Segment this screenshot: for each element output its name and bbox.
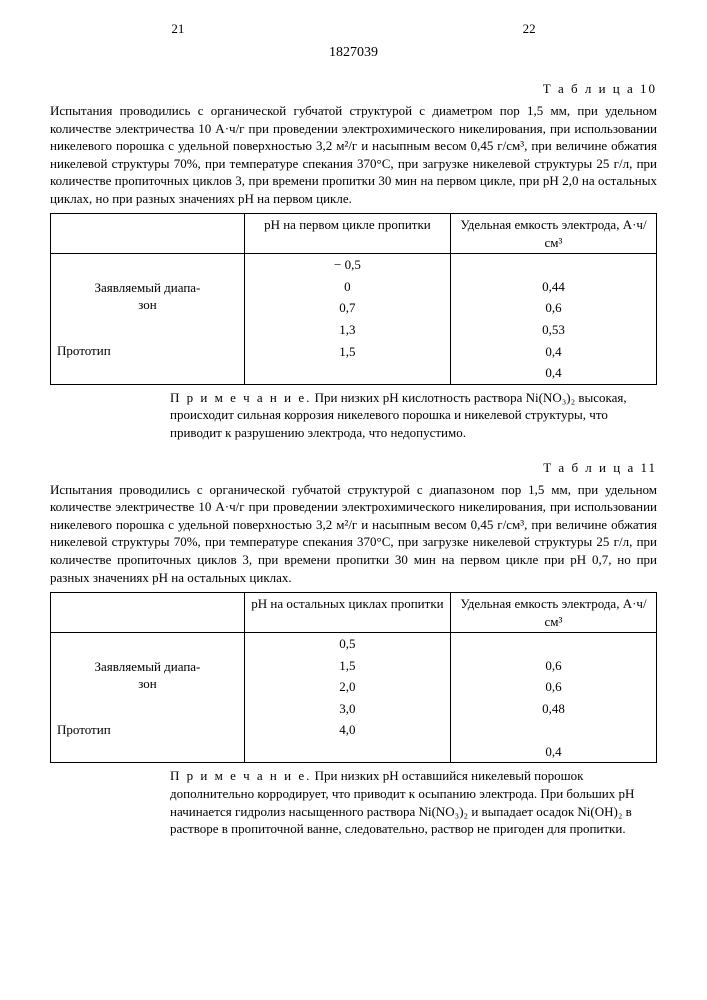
table10-intro: Испытания проводились с органической губ… [50,102,657,207]
table11-cell: 0,5 [244,633,450,655]
table11-head-right: Удельная емкость электрода, А·ч/см³ [450,593,656,633]
table11-cell: 4,0 [244,719,450,741]
page-numbers: 21 22 [171,20,535,38]
table10-cell [450,254,656,276]
table11-head-left [51,593,245,633]
table11-note: П р и м е ч а н и е. При низких рН остав… [170,767,657,837]
table11-cell: 0,4 [450,741,656,763]
table11-label: Т а б л и ц а 11 [50,459,657,477]
table10-label: Т а б л и ц а 10 [50,80,657,98]
table11-intro: Испытания проводились с органической губ… [50,481,657,586]
table10-rowlabel-range: Заявляемый диапа- зон [57,279,238,314]
table11-head-mid: рН на остальных циклах пропитки [244,593,450,633]
table11-cell: 1,5 [244,655,450,677]
table10-cell: 0,53 [450,319,656,341]
note-lead: П р и м е ч а н и е. [170,768,311,783]
table10-head-right: Удельная емкость электрода, А·ч/см³ [450,214,656,254]
table10-head-left [51,214,245,254]
table10-cell: 0,6 [450,297,656,319]
table11-cell: 3,0 [244,698,450,720]
table10-cell: 1,3 [244,319,450,341]
table11-cell [244,741,450,763]
table10-cell: 0,7 [244,297,450,319]
table11-rowlabel-proto: Прототип [57,721,238,739]
table11-rowlabel-range: Заявляемый диапа- зон [57,658,238,693]
table11: рН на остальных циклах пропитки Удельная… [50,592,657,763]
table10-cell: 0 [244,276,450,298]
table10-cell: 0,44 [450,276,656,298]
note-lead: П р и м е ч а н и е. [170,390,311,405]
table10: рН на первом цикле пропитки Удельная емк… [50,213,657,384]
table10-cell: − 0,5 [244,254,450,276]
page-number-left: 21 [171,20,184,38]
table11-cell: 0,6 [450,676,656,698]
table10-cell: 1,5 [244,341,450,363]
table10-cell: 0,4 [450,362,656,384]
document-number: 1827039 [50,44,657,63]
table11-cell [450,719,656,741]
table10-cell: 0,4 [450,341,656,363]
table11-cell: 0,48 [450,698,656,720]
table10-cell [244,362,450,384]
table10-rowlabel-proto: Прототип [57,342,238,360]
table10-head-mid: рН на первом цикле пропитки [244,214,450,254]
table11-cell [450,633,656,655]
table11-cell: 0,6 [450,655,656,677]
page-number-right: 22 [523,20,536,38]
table10-note: П р и м е ч а н и е. При низких рН кисло… [170,389,657,442]
table11-cell: 2,0 [244,676,450,698]
